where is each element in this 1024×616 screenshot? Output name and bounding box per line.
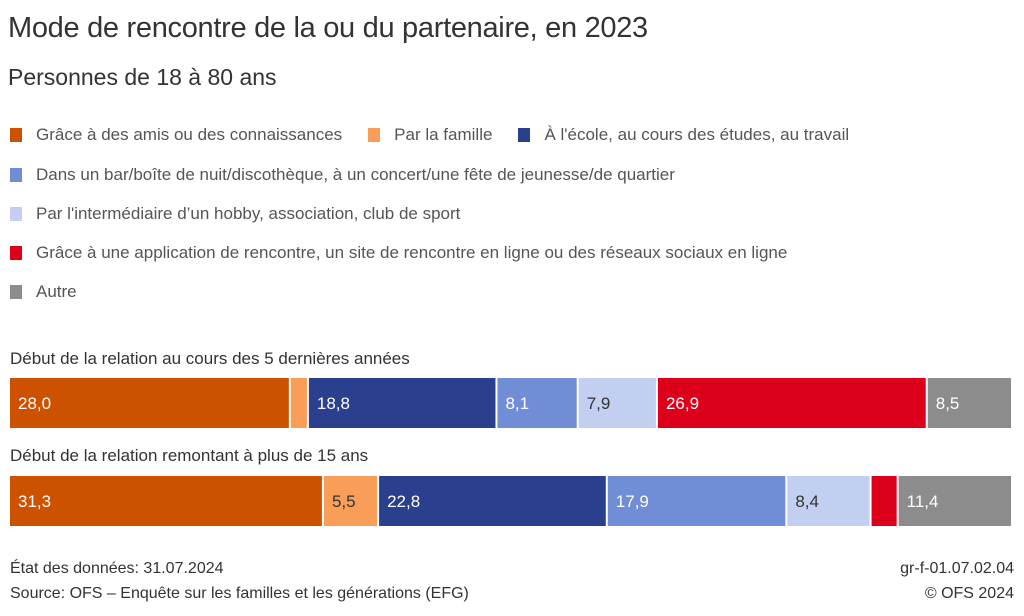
legend-label: Autre xyxy=(36,282,77,301)
legend-row: Grâce à une application de rencontre, un… xyxy=(10,242,813,264)
data-state: État des données: 31.07.2024 xyxy=(10,560,224,577)
data-label: 8,5 xyxy=(936,394,960,413)
data-label: 17,9 xyxy=(616,492,649,511)
data-label: 26,9 xyxy=(666,394,699,413)
legend-row: Dans un bar/boîte de nuit/discothèque, à… xyxy=(10,164,701,186)
legend-row: Autre xyxy=(10,281,103,303)
bar-segment[interactable] xyxy=(927,378,1011,428)
legend-swatch xyxy=(518,128,531,142)
bar-segment[interactable] xyxy=(290,378,307,428)
data-label: 22,8 xyxy=(387,492,420,511)
bar-segment[interactable] xyxy=(10,378,289,428)
chart-subtitle: Personnes de 18 à 80 ans xyxy=(8,64,277,90)
copyright: © OFS 2024 xyxy=(924,585,1014,602)
legend-label: Par l'intermédiaire d’un hobby, associat… xyxy=(36,204,461,223)
bar-segment[interactable] xyxy=(787,476,870,526)
bar-segment[interactable] xyxy=(308,378,496,428)
bar-segment[interactable] xyxy=(871,476,897,526)
legend-item[interactable]: Grâce à des amis ou des connaissances xyxy=(10,125,342,145)
legend-item[interactable]: Par la famille xyxy=(368,125,492,145)
legend-item[interactable]: À l'école, au cours des études, au trava… xyxy=(518,125,849,145)
legend-item[interactable]: Par l'intermédiaire d’un hobby, associat… xyxy=(10,204,460,224)
legend-item[interactable]: Grâce à une application de rencontre, un… xyxy=(10,243,787,263)
data-label: 7,9 xyxy=(587,394,611,413)
data-label: 8,4 xyxy=(795,492,819,511)
legend-label: Par la famille xyxy=(394,125,493,144)
legend-swatch xyxy=(10,128,22,142)
legend-label: À l'école, au cours des études, au trava… xyxy=(544,125,850,144)
bar-segment[interactable] xyxy=(898,476,1011,526)
legend-item[interactable]: Dans un bar/boîte de nuit/discothèque, à… xyxy=(10,165,675,185)
legend-swatch xyxy=(10,246,22,260)
bar-segment[interactable] xyxy=(578,378,656,428)
bar-segment[interactable] xyxy=(323,476,378,526)
bar-segment[interactable] xyxy=(10,476,322,526)
legend-row: Grâce à des amis ou des connaissances Par… xyxy=(10,124,875,146)
data-label: 18,8 xyxy=(317,394,350,413)
bar-segment[interactable] xyxy=(607,476,786,526)
legend-swatch xyxy=(10,168,22,182)
data-label: 28,0 xyxy=(18,394,51,413)
legend-label: Grâce à une application de rencontre, un… xyxy=(36,243,788,262)
legend-row: Par l'intermédiaire d’un hobby, associat… xyxy=(10,203,486,225)
legend-label: Grâce à des amis ou des connaissances xyxy=(36,125,343,144)
data-label: 8,1 xyxy=(505,394,529,413)
chart-title: Mode de rencontre de la ou du partenaire… xyxy=(8,12,648,44)
legend-item[interactable]: Autre xyxy=(10,282,77,302)
bar-segment[interactable] xyxy=(657,378,926,428)
legend-swatch xyxy=(10,285,22,299)
bar-segment[interactable] xyxy=(379,476,606,526)
legend-swatch xyxy=(10,207,22,221)
data-label: 11,4 xyxy=(907,492,939,511)
bar-segment[interactable] xyxy=(497,378,577,428)
source-note: Source: OFS – Enquête sur les familles e… xyxy=(10,585,469,602)
chart-code: gr-f-01.07.02.04 xyxy=(900,560,1014,577)
legend-label: Dans un bar/boîte de nuit/discothèque, à… xyxy=(36,165,675,184)
data-label: 5,5 xyxy=(332,492,356,511)
category-label-recent: Début de la relation au cours des 5 dern… xyxy=(10,349,410,368)
category-label-old: Début de la relation remontant à plus de… xyxy=(10,446,369,465)
data-label: 31,3 xyxy=(18,492,51,511)
legend-swatch xyxy=(368,128,381,142)
